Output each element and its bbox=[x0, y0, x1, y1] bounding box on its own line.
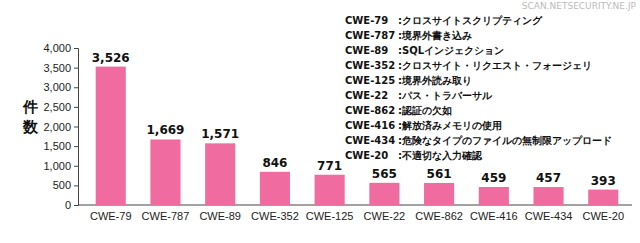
data-label: 565 bbox=[372, 167, 397, 181]
cwe-code: CWE-125 bbox=[345, 75, 395, 86]
cwe-description: :境界外読み取り bbox=[398, 75, 472, 86]
y-tick-label: 1,000 bbox=[43, 160, 71, 172]
cwe-code: CWE-862 bbox=[345, 105, 395, 116]
y-tick-mark bbox=[74, 68, 78, 69]
bar bbox=[533, 187, 563, 205]
x-tick-label: CWE-89 bbox=[199, 210, 241, 222]
bar bbox=[260, 172, 290, 205]
y-axis-title-char: 件 bbox=[22, 98, 38, 116]
cwe-code: CWE-434 bbox=[345, 135, 395, 146]
y-tick: 1,000 bbox=[43, 160, 78, 172]
x-tick: CWE-352 bbox=[251, 205, 299, 222]
data-label: 1,669 bbox=[146, 123, 184, 137]
y-tick: 1,500 bbox=[43, 140, 78, 152]
chart: 0 500 1,000 1,500 2,000 2,500 3,000 3,500 4,000 C… bbox=[0, 0, 640, 243]
y-tick: 3,000 bbox=[43, 81, 78, 93]
y-axis-title-char: 数 bbox=[22, 118, 39, 136]
y-tick-label: 0 bbox=[65, 199, 71, 211]
x-tick: CWE-434 bbox=[525, 205, 573, 222]
cwe-description: :パス・トラバーサル bbox=[398, 90, 493, 101]
cwe-code: CWE-352 bbox=[345, 60, 395, 71]
cwe-code: CWE-22 bbox=[345, 90, 388, 101]
y-tick-mark bbox=[74, 205, 78, 206]
y-tick-label: 2,000 bbox=[43, 121, 71, 133]
cwe-code: CWE-79 bbox=[345, 15, 388, 26]
cwe-code: CWE-787 bbox=[345, 30, 395, 41]
cwe-description: :認証の欠如 bbox=[398, 105, 452, 116]
y-tick-label: 3,500 bbox=[43, 62, 71, 74]
x-tick-label: CWE-352 bbox=[251, 210, 299, 222]
cwe-list: CWE-79 :クロスサイトスクリプティングCWE-787:境界外書き込み CWE-… bbox=[345, 15, 612, 162]
cwe-description: :不適切な入力確認 bbox=[398, 150, 483, 162]
y-tick-label: 3,000 bbox=[43, 81, 71, 93]
cwe-description: :危険なタイプのファイルの無制限アップロード bbox=[398, 135, 612, 147]
x-tick-label: CWE-434 bbox=[525, 210, 573, 222]
y-axis: 0 500 1,000 1,500 2,000 2,500 3,000 3,500 4,000 bbox=[43, 42, 78, 211]
data-label: 459 bbox=[481, 171, 506, 185]
cwe-description: :SQLインジェクション bbox=[398, 45, 504, 56]
x-tick: CWE-862 bbox=[415, 205, 463, 222]
x-tick: CWE-125 bbox=[306, 205, 354, 222]
data-label: 393 bbox=[591, 174, 616, 188]
bar bbox=[150, 139, 180, 205]
x-tick-label: CWE-79 bbox=[90, 210, 132, 222]
bar bbox=[588, 190, 618, 205]
cwe-description: :クロスサイトスクリプティング bbox=[398, 15, 543, 26]
x-tick: CWE-89 bbox=[199, 205, 241, 222]
data-label: 457 bbox=[536, 171, 561, 185]
x-tick: CWE-22 bbox=[364, 205, 406, 222]
y-tick-mark bbox=[74, 166, 78, 167]
data-label: 3,526 bbox=[92, 51, 130, 65]
bar bbox=[96, 67, 126, 205]
y-tick: 500 bbox=[53, 179, 78, 191]
x-axis: CWE-79 CWE-787 CWE-89 CWE-352 CWE-125 CWE-22 C… bbox=[78, 205, 632, 222]
data-label: 771 bbox=[317, 159, 342, 173]
bars bbox=[96, 67, 619, 205]
x-tick-label: CWE-787 bbox=[142, 210, 190, 222]
y-axis-line bbox=[74, 49, 79, 206]
cwe-description: :境界外書き込み bbox=[398, 30, 472, 41]
x-tick-label: CWE-125 bbox=[306, 210, 354, 222]
data-labels: 3,526 1,669 1,571 846 771 565 561 459 457 393 bbox=[92, 51, 616, 188]
cwe-code: CWE-416 bbox=[345, 120, 395, 131]
y-tick-label: 2,500 bbox=[43, 101, 71, 113]
y-tick-label: 500 bbox=[53, 179, 71, 191]
cwe-code: CWE-89 bbox=[345, 45, 388, 56]
y-tick-mark bbox=[74, 107, 78, 108]
cwe-description: :解放済みメモリの使用 bbox=[398, 120, 502, 131]
y-tick: 3,500 bbox=[43, 62, 78, 74]
y-tick-label: 1,500 bbox=[43, 140, 71, 152]
bar bbox=[205, 143, 235, 205]
cwe-description: :クロスサイト・リクエスト・フォージェリ bbox=[398, 60, 592, 71]
x-tick: CWE-79 bbox=[90, 205, 132, 222]
x-tick-label: CWE-20 bbox=[582, 210, 624, 222]
bar bbox=[479, 187, 509, 205]
x-tick: CWE-20 bbox=[582, 205, 624, 222]
y-axis-title: 件数 bbox=[22, 98, 39, 136]
y-tick-mark bbox=[74, 127, 78, 128]
data-label: 1,571 bbox=[201, 127, 239, 141]
data-label: 561 bbox=[427, 167, 452, 181]
y-tick: 0 bbox=[65, 199, 78, 211]
bar bbox=[369, 183, 399, 205]
y-tick: 2,500 bbox=[43, 101, 78, 113]
x-tick-label: CWE-22 bbox=[364, 210, 406, 222]
x-tick: CWE-416 bbox=[470, 205, 518, 222]
cwe-code: CWE-20 bbox=[345, 150, 388, 161]
y-tick-mark bbox=[74, 146, 78, 147]
bar bbox=[424, 183, 454, 205]
bar bbox=[315, 175, 345, 205]
y-tick-mark bbox=[74, 48, 78, 49]
y-tick-mark bbox=[74, 185, 78, 186]
y-tick: 2,000 bbox=[43, 121, 78, 133]
watermark: SCAN.NETSECURITY.NE.JP bbox=[522, 1, 637, 11]
y-tick-mark bbox=[74, 87, 78, 88]
data-label: 846 bbox=[262, 156, 287, 170]
x-tick-label: CWE-862 bbox=[415, 210, 463, 222]
x-tick-label: CWE-416 bbox=[470, 210, 518, 222]
y-tick-label: 4,000 bbox=[43, 42, 71, 54]
x-tick: CWE-787 bbox=[142, 205, 190, 222]
y-tick: 4,000 bbox=[43, 42, 78, 54]
